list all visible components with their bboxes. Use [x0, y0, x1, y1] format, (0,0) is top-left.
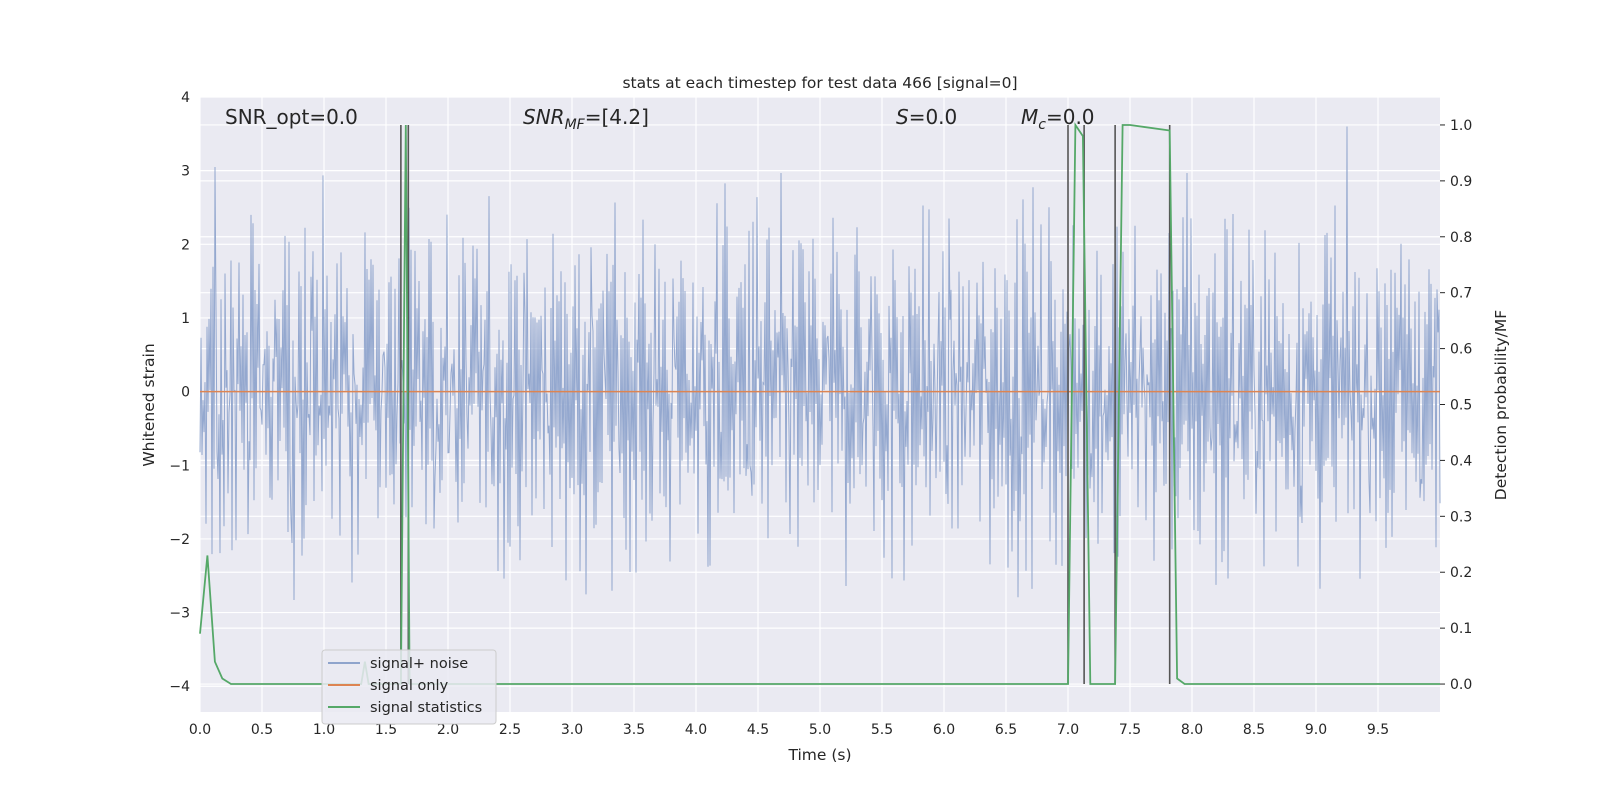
- x-tick-label: 4.5: [747, 722, 769, 738]
- y-left-tick-label: −2: [169, 532, 190, 548]
- x-tick-label: 1.5: [375, 722, 397, 738]
- legend-label-signal-only: signal only: [370, 678, 449, 694]
- y-right-tick-label: 0.9: [1450, 174, 1472, 190]
- mc-subscript: c: [1038, 117, 1046, 133]
- y-left-tick-label: 1: [181, 311, 190, 327]
- y-right-tick-label: 0.4: [1450, 453, 1472, 469]
- x-tick-label: 6.0: [933, 722, 955, 738]
- y-axis-right-title: Detection probability/MF: [1492, 310, 1510, 501]
- snr-mf-base: SNR: [523, 105, 565, 129]
- s-value: =0.0: [909, 105, 958, 129]
- y-right-tick-label: 1.0: [1450, 118, 1472, 134]
- x-tick-label: 8.5: [1243, 722, 1265, 738]
- legend: signal+ noise signal only signal statist…: [321, 649, 497, 725]
- y-left-tick-label: 3: [181, 164, 190, 180]
- x-tick-label: 4.0: [685, 722, 707, 738]
- snr-mf-annotation: SNRMF=[4.2]: [523, 105, 649, 133]
- chart-title: stats at each timestep for test data 466…: [622, 74, 1017, 92]
- y-right-tick-label: 0.7: [1450, 286, 1472, 302]
- x-tick-label: 7.5: [1119, 722, 1141, 738]
- y-left-tick-label: −4: [169, 679, 190, 695]
- snr-mf-value: =[4.2]: [585, 105, 649, 129]
- snr-opt-annotation: SNR_opt=0.0: [225, 105, 358, 129]
- y-right-tick-label: 0.3: [1450, 509, 1472, 525]
- y-left-tick-label: 4: [181, 90, 190, 106]
- x-tick-label: 7.0: [1057, 722, 1079, 738]
- legend-label-signal-plus-noise: signal+ noise: [370, 656, 468, 672]
- mc-annotation: Mc=0.0: [1021, 105, 1095, 133]
- mc-base: M: [1021, 105, 1038, 129]
- y-left-tick-label: 0: [181, 385, 190, 401]
- y-left-tick-label: −1: [169, 458, 190, 474]
- x-tick-label: 6.5: [995, 722, 1017, 738]
- x-axis-ticks: 0.0 0.5 1.0 1.5 2.0 2.5 3.0 3.5 4.0 4.5 5.0 5.5 6.0 6…: [189, 722, 1389, 738]
- x-tick-label: 1.0: [313, 722, 335, 738]
- y-right-tick-label: 0.1: [1450, 621, 1472, 637]
- y-axis-left-ticks: 4 3 2 1 0 −1 −2 −3 −4: [169, 90, 190, 695]
- x-tick-label: 0.5: [251, 722, 273, 738]
- y-right-tick-label: 0.8: [1450, 230, 1472, 246]
- y-left-tick-label: −3: [169, 606, 190, 622]
- y-right-tick-label: 0.2: [1450, 565, 1472, 581]
- x-tick-label: 0.0: [189, 722, 211, 738]
- y-left-tick-label: 2: [181, 237, 190, 253]
- x-tick-label: 3.5: [623, 722, 645, 738]
- y-right-tick-label: 0.6: [1450, 342, 1472, 358]
- s-variable: S: [896, 105, 909, 129]
- x-tick-label: 8.0: [1181, 722, 1203, 738]
- y-axis-right-ticks: 1.0 0.9 0.8 0.7 0.6 0.5 0.4 0.3 0.2 0.1 0.0: [1440, 118, 1472, 693]
- x-tick-label: 2.0: [437, 722, 459, 738]
- legend-label-signal-statistics: signal statistics: [370, 700, 482, 716]
- mc-value: =0.0: [1046, 105, 1095, 129]
- x-tick-label: 9.5: [1367, 722, 1389, 738]
- y-right-tick-label: 0.5: [1450, 398, 1472, 414]
- y-axis-left-title: Whitened strain: [140, 343, 158, 466]
- x-tick-label: 9.0: [1305, 722, 1327, 738]
- s-annotation: S=0.0: [896, 105, 957, 129]
- snr-mf-subscript: MF: [565, 117, 586, 133]
- x-tick-label: 2.5: [499, 722, 521, 738]
- x-tick-label: 3.0: [561, 722, 583, 738]
- legend-box: [321, 649, 497, 725]
- x-tick-label: 5.5: [871, 722, 893, 738]
- grid: [199, 96, 1440, 712]
- y-right-tick-label: 0.0: [1450, 677, 1472, 693]
- x-axis-title: Time (s): [787, 746, 851, 764]
- x-tick-label: 5.0: [809, 722, 831, 738]
